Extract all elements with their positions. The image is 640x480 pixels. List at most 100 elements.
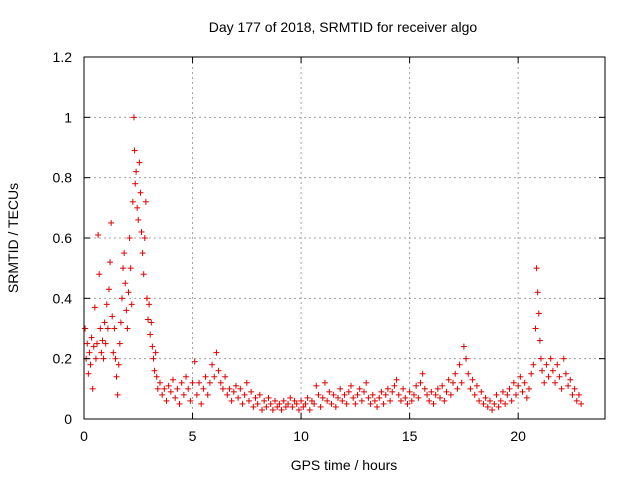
data-point — [350, 394, 357, 401]
data-point — [167, 388, 174, 395]
data-point — [137, 189, 144, 196]
data-point — [402, 394, 409, 401]
data-point — [87, 361, 94, 368]
data-point — [510, 379, 517, 386]
data-point — [302, 400, 309, 407]
data-point — [287, 394, 294, 401]
data-point — [282, 403, 289, 410]
data-point — [92, 355, 99, 362]
data-point — [384, 385, 391, 392]
data-point — [367, 400, 374, 407]
data-point — [419, 370, 426, 377]
y-tick-labels: 0 0.2 0.4 0.6 0.8 1 1.2 — [53, 49, 73, 427]
data-point — [278, 406, 285, 413]
data-point — [115, 361, 122, 368]
data-point — [535, 310, 542, 317]
data-point — [224, 391, 231, 398]
data-point — [356, 385, 363, 392]
data-point — [426, 397, 433, 404]
data-point — [114, 391, 121, 398]
data-point — [187, 397, 194, 404]
data-point — [263, 403, 270, 410]
data-point — [142, 198, 149, 205]
data-point — [126, 235, 133, 241]
data-point — [230, 388, 237, 395]
data-point — [209, 361, 216, 368]
data-point — [146, 301, 153, 308]
data-point — [125, 289, 132, 296]
data-point — [382, 391, 389, 398]
data-point — [537, 355, 544, 362]
data-point — [497, 397, 504, 404]
data-point — [536, 337, 543, 344]
data-point — [276, 400, 283, 407]
data-point — [150, 355, 157, 362]
data-point — [139, 250, 146, 257]
data-point — [172, 394, 179, 401]
data-point — [434, 385, 441, 392]
gridlines — [84, 57, 605, 419]
data-point — [213, 349, 220, 356]
data-point — [554, 361, 561, 368]
data-point — [521, 379, 528, 386]
data-point — [567, 376, 574, 383]
data-point — [573, 397, 580, 404]
data-point — [378, 388, 385, 395]
data-point — [556, 373, 563, 380]
y-tick-label: 1.2 — [53, 49, 73, 65]
data-point — [235, 394, 242, 401]
y-tick-label: 0.6 — [53, 230, 73, 246]
data-point — [254, 400, 261, 407]
data-point — [415, 394, 422, 401]
data-point — [341, 391, 348, 398]
data-point — [482, 394, 489, 401]
x-axis-label: GPS time / hours — [291, 457, 398, 473]
data-point — [319, 394, 326, 401]
data-point — [439, 382, 446, 389]
data-point — [471, 391, 478, 398]
data-point — [112, 355, 119, 362]
data-point — [111, 325, 118, 332]
data-point — [176, 400, 183, 407]
data-point — [154, 385, 161, 392]
data-point — [469, 376, 476, 383]
data-point — [311, 400, 318, 407]
data-point — [165, 382, 172, 389]
x-tick-label: 20 — [510, 428, 526, 444]
data-point — [339, 397, 346, 404]
data-point — [562, 370, 569, 377]
data-point — [143, 295, 150, 302]
data-point — [120, 265, 127, 272]
data-point — [84, 340, 91, 347]
data-point — [456, 361, 463, 368]
data-point — [232, 382, 239, 389]
data-point — [174, 385, 181, 392]
data-point — [91, 304, 98, 311]
data-point — [430, 400, 437, 407]
data-point — [380, 400, 387, 407]
chart-title: Day 177 of 2018, SRMTID for receiver alg… — [209, 19, 478, 35]
data-point — [206, 379, 213, 386]
y-axis-label: SRMTID / TECUs — [5, 183, 21, 293]
data-point — [96, 271, 103, 278]
data-point — [543, 361, 550, 368]
data-point — [204, 391, 211, 398]
data-point — [256, 391, 263, 398]
data-point — [376, 394, 383, 401]
data-point — [352, 400, 359, 407]
data-point — [109, 313, 116, 320]
data-point — [410, 391, 417, 398]
data-point — [369, 391, 376, 398]
data-point — [519, 388, 526, 395]
data-point — [133, 168, 140, 175]
data-point — [82, 325, 89, 332]
data-point — [558, 385, 565, 392]
data-point — [117, 319, 124, 326]
x-tick-label: 10 — [293, 428, 309, 444]
data-point — [493, 391, 500, 398]
data-point — [293, 400, 300, 407]
data-point — [508, 397, 515, 404]
data-point — [163, 397, 170, 404]
data-point — [397, 397, 404, 404]
data-point — [515, 382, 522, 389]
